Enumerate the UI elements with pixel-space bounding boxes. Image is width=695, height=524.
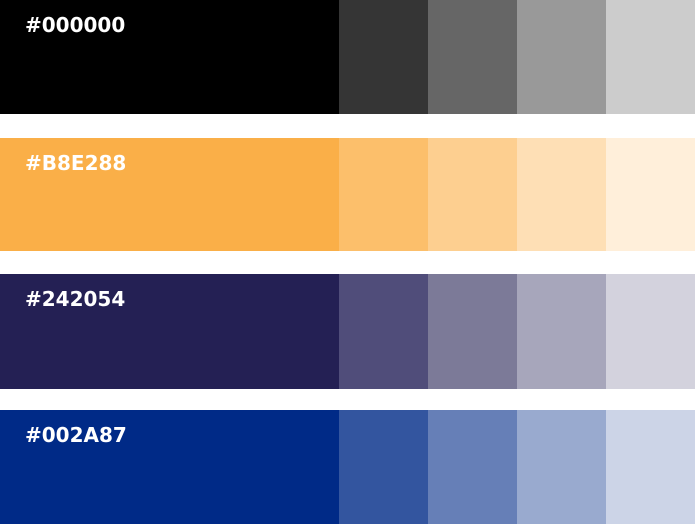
- palette-row-1: #000000: [0, 0, 695, 114]
- tint-swatch: [606, 0, 695, 114]
- hex-label: #000000: [25, 13, 126, 37]
- palette-row-3: #242054: [0, 274, 695, 389]
- tint-swatch: [428, 274, 517, 389]
- tint-swatch: [428, 410, 517, 524]
- palette-row-4: #002A87: [0, 410, 695, 524]
- tint-strip: [339, 410, 695, 524]
- tint-swatch: [606, 138, 695, 251]
- main-swatch: #002A87: [0, 410, 339, 524]
- tint-swatch: [339, 410, 428, 524]
- hex-label: #B8E288: [25, 151, 127, 175]
- tint-swatch: [428, 138, 517, 251]
- hex-label: #002A87: [25, 423, 127, 447]
- tint-swatch: [517, 274, 606, 389]
- main-swatch: #242054: [0, 274, 339, 389]
- tint-swatch: [606, 410, 695, 524]
- tint-swatch: [517, 138, 606, 251]
- tint-strip: [339, 0, 695, 114]
- tint-swatch: [517, 0, 606, 114]
- palette-row-2: #B8E288: [0, 138, 695, 251]
- tint-swatch: [339, 274, 428, 389]
- tint-swatch: [428, 0, 517, 114]
- tint-swatch: [517, 410, 606, 524]
- tint-swatch: [606, 274, 695, 389]
- hex-label: #242054: [25, 287, 126, 311]
- tint-swatch: [339, 138, 428, 251]
- tint-strip: [339, 274, 695, 389]
- tint-strip: [339, 138, 695, 251]
- main-swatch: #B8E288: [0, 138, 339, 251]
- tint-swatch: [339, 0, 428, 114]
- main-swatch: #000000: [0, 0, 339, 114]
